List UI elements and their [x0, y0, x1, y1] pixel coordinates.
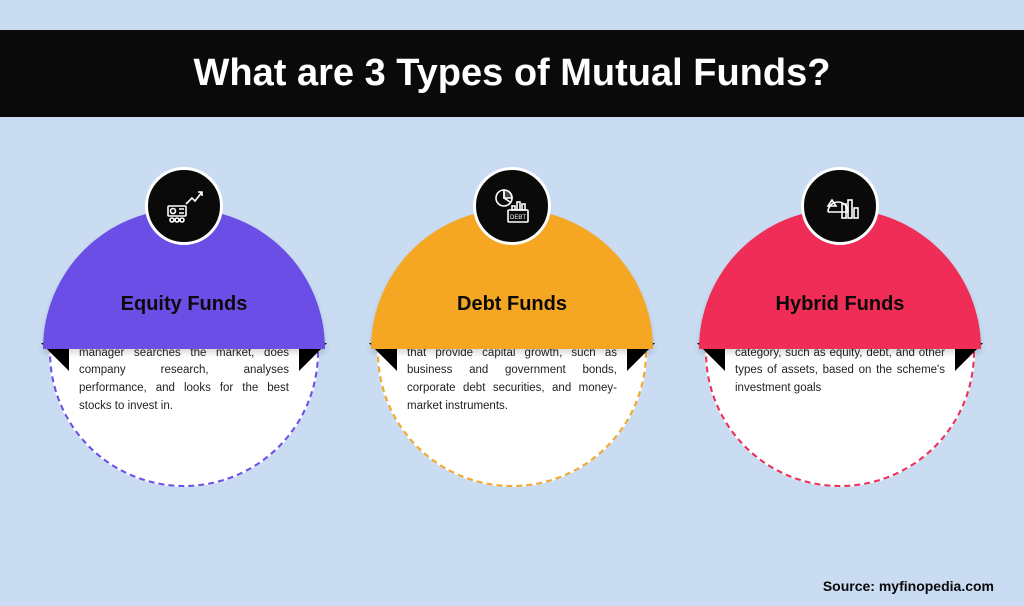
debt-icon: DEBT	[473, 167, 551, 245]
card-debt-title: Debt Funds	[457, 293, 567, 316]
equity-icon	[145, 167, 223, 245]
page-title: What are 3 Types of Mutual Funds?	[0, 52, 1024, 95]
svg-text:DEBT: DEBT	[510, 215, 526, 221]
card-debt: DEBT Debt Funds A debt fund is a Mutual …	[367, 167, 657, 487]
hybrid-icon	[801, 167, 879, 245]
source-text: Source: myfinopedia.com	[823, 578, 994, 594]
card-hybrid-title: Hybrid Funds	[776, 293, 905, 316]
cards-row: Equity Funds Equity funds are classified…	[0, 117, 1024, 487]
card-equity: Equity Funds Equity funds are classified…	[39, 167, 329, 487]
card-hybrid: Hybrid Funds Hybrid Funds are mutual fun…	[695, 167, 985, 487]
card-equity-title: Equity Funds	[121, 293, 248, 316]
title-bar: What are 3 Types of Mutual Funds?	[0, 30, 1024, 117]
